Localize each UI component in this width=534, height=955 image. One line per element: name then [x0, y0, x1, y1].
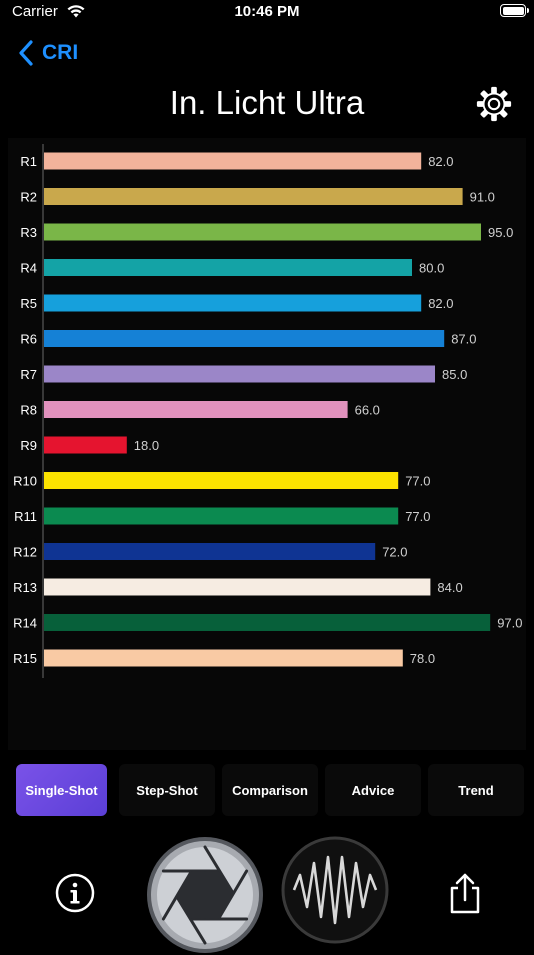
value-label: 78.0: [410, 651, 435, 666]
value-label: 77.0: [405, 474, 430, 489]
bar-r4: [44, 259, 412, 276]
back-label: CRI: [42, 41, 79, 64]
bar-r5: [44, 294, 422, 312]
bar-r13: [44, 578, 431, 596]
value-label: 85.0: [442, 367, 467, 382]
category-label: R10: [13, 474, 37, 489]
bar-r6: [44, 330, 445, 347]
bar-r10: [44, 472, 399, 489]
category-label: R6: [20, 332, 37, 347]
cri-chart-panel: R1 82.0 R2 91.0 R3 95.0 R4 80.0 R5 82.0 R6 87.0 R7 85…: [8, 138, 526, 750]
value-label: 66.0: [355, 403, 380, 418]
category-label: R13: [13, 580, 37, 595]
mode-tabs: Single-Shot Step-Shot Comparison Advice …: [14, 764, 526, 816]
bar-r14: [44, 614, 491, 631]
tab-comparison[interactable]: Comparison: [222, 764, 318, 816]
value-label: 97.0: [497, 616, 522, 631]
shutter-icon[interactable]: [145, 835, 265, 955]
bar-r3: [44, 223, 481, 241]
value-label: 80.0: [419, 261, 444, 276]
category-label: R2: [20, 190, 37, 205]
bar-r1: [44, 152, 422, 170]
value-label: 82.0: [428, 296, 453, 311]
value-label: 91.0: [470, 190, 495, 205]
category-label: R14: [13, 616, 37, 631]
tab-trend[interactable]: Trend: [428, 764, 524, 816]
category-label: R5: [20, 296, 37, 311]
cri-bar-chart: R1 82.0 R2 91.0 R3 95.0 R4 80.0 R5 82.0 R6 87.0 R7 85…: [13, 144, 523, 678]
value-label: 87.0: [451, 332, 476, 347]
tab-single-shot[interactable]: Single-Shot: [16, 764, 107, 816]
chevron-left-icon: [19, 40, 33, 66]
page-title: In. Licht Ultra: [169, 84, 365, 121]
bar-r7: [44, 365, 435, 383]
category-label: R7: [20, 367, 37, 382]
tab-step-shot[interactable]: Step-Shot: [119, 764, 215, 816]
tab-advice[interactable]: Advice: [325, 764, 421, 816]
category-label: R12: [13, 545, 37, 560]
bar-r15: [44, 649, 403, 667]
category-label: R8: [20, 403, 37, 418]
status-bar: Carrier 10:46 PM: [0, 0, 534, 26]
info-icon[interactable]: [54, 872, 96, 914]
value-label: 72.0: [382, 545, 407, 560]
value-label: 18.0: [134, 438, 159, 453]
category-label: R4: [20, 261, 37, 276]
wifi-icon: [67, 5, 85, 18]
value-label: 95.0: [488, 225, 513, 240]
category-label: R9: [20, 438, 37, 453]
bar-r9: [44, 436, 127, 454]
carrier-label: Carrier: [12, 3, 58, 20]
gear-icon[interactable]: [475, 85, 513, 123]
bar-r12: [44, 543, 376, 560]
category-label: R15: [13, 651, 37, 666]
clock: 10:46 PM: [234, 3, 300, 20]
category-label: R3: [20, 225, 37, 240]
bar-r8: [44, 401, 348, 418]
value-label: 82.0: [428, 154, 453, 169]
battery-icon: [500, 4, 529, 17]
bar-r2: [44, 188, 463, 205]
waveform-icon[interactable]: [280, 835, 390, 945]
bar-r11: [44, 507, 399, 525]
category-label: R11: [14, 509, 37, 524]
back-button[interactable]: CRI: [18, 38, 78, 68]
category-label: R1: [20, 154, 37, 169]
value-label: 77.0: [405, 509, 430, 524]
value-label: 84.0: [437, 580, 462, 595]
share-icon[interactable]: [443, 872, 487, 916]
